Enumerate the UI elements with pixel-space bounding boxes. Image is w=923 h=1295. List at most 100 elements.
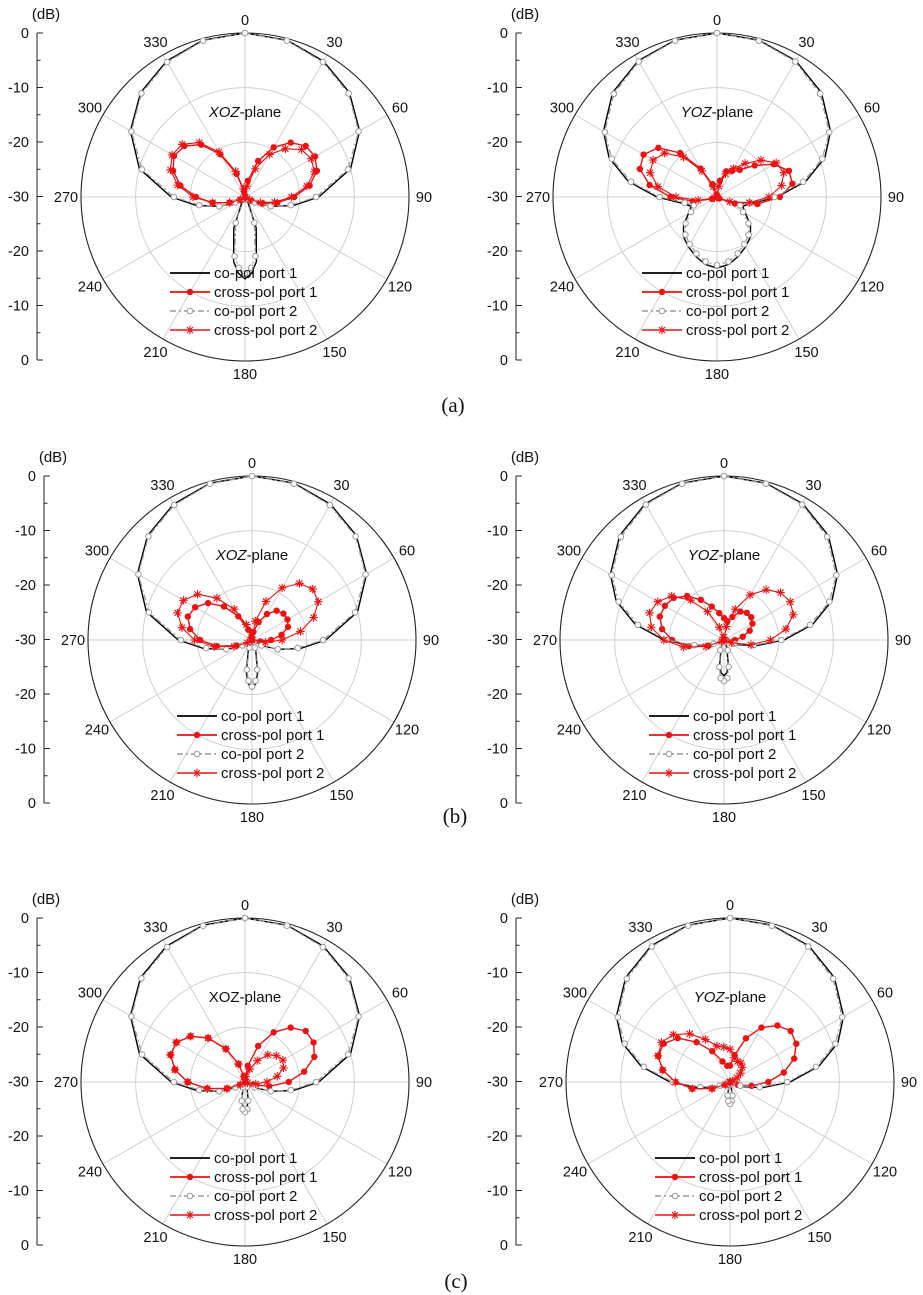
radial-tick-label: -20 — [487, 687, 508, 703]
data-point — [243, 1078, 252, 1088]
data-point — [238, 1097, 245, 1105]
legend-label: cross-pol port 2 — [214, 322, 317, 339]
data-point — [163, 943, 171, 951]
polar-chart-4: 0 30 60 90 120 150 180 210 240 270 300 330 0 -10 -20 -3… — [487, 449, 911, 826]
data-point — [693, 1039, 700, 1046]
polar-chart-5: 0 30 60 90 120 150 180 210 240 270 300 330 0 -10 -20 -3… — [8, 891, 432, 1268]
data-point — [778, 636, 785, 644]
data-point — [806, 621, 814, 629]
data-point — [701, 1035, 710, 1044]
data-point — [713, 29, 721, 37]
data-point — [244, 177, 251, 184]
angle-tick-label: 180 — [233, 367, 257, 383]
data-point — [636, 165, 644, 173]
grid-spoke — [162, 196, 246, 340]
data-point — [128, 1013, 135, 1020]
data-point — [236, 1080, 245, 1089]
data-point — [793, 1040, 800, 1047]
data-point — [708, 603, 715, 610]
series-cross-pol-port-2 — [653, 1029, 747, 1093]
radial-tick-label: -10 — [487, 742, 508, 758]
data-point — [186, 1032, 195, 1041]
data-point — [287, 139, 294, 146]
data-point — [653, 1051, 663, 1061]
data-point — [280, 610, 287, 617]
data-point — [265, 150, 274, 159]
data-point — [724, 618, 731, 625]
data-point — [647, 622, 656, 632]
data-point — [177, 636, 185, 644]
plane-label-axis: YOZ — [694, 989, 726, 1006]
data-point — [251, 616, 260, 626]
data-point — [627, 178, 635, 186]
angle-tick-label: 240 — [557, 723, 581, 739]
data-point — [177, 140, 187, 149]
polar-chart-2: 0 30 60 90 120 150 180 210 240 270 300 330 0 -10 -20 -3… — [487, 6, 904, 383]
data-point — [247, 264, 255, 272]
data-point — [703, 607, 712, 616]
radial-tick-label: -10 — [8, 81, 29, 97]
radial-tick-label: -20 — [487, 244, 508, 260]
data-point — [212, 593, 222, 603]
angle-tick-label: 90 — [901, 1075, 917, 1091]
series-cross-pol-port-2 — [646, 148, 788, 207]
data-point — [640, 1063, 648, 1071]
plane-label-suffix: -plane — [240, 104, 282, 121]
polar-chart-3: 0 30 60 90 120 150 180 210 240 270 300 330 0 -10 -20 -3… — [15, 449, 439, 826]
data-point — [223, 646, 230, 653]
data-point — [255, 618, 262, 626]
plane-label-axis: YOZ — [681, 104, 713, 121]
grid-spoke — [109, 557, 253, 641]
grid-spoke — [634, 196, 718, 340]
grid-spoke — [723, 639, 867, 723]
data-point — [314, 597, 323, 606]
data-point — [648, 943, 656, 950]
data-point — [172, 1038, 181, 1047]
radial-tick-label: -30 — [8, 1075, 29, 1091]
data-point — [688, 1084, 697, 1093]
angle-tick-label: 60 — [864, 101, 880, 117]
grid-spoke — [244, 1081, 328, 1225]
data-point — [656, 193, 663, 201]
data-point — [251, 1079, 260, 1089]
data-point — [730, 1053, 739, 1062]
angle-tick-label: 0 — [248, 456, 256, 472]
grid-spoke — [729, 999, 873, 1083]
data-point — [308, 584, 317, 594]
angle-tick-label: 210 — [143, 345, 167, 361]
data-point — [290, 480, 298, 488]
legend-label: cross-pol port 1 — [214, 1169, 317, 1186]
data-point — [789, 180, 796, 187]
unit-label: (dB) — [511, 6, 539, 23]
data-point — [726, 914, 734, 922]
data-point — [832, 571, 840, 579]
angle-tick-label: 300 — [78, 986, 102, 1002]
radial-tick-label: -20 — [15, 687, 36, 703]
data-point — [737, 608, 744, 615]
data-point — [135, 571, 142, 578]
plane-label-suffix: -plane — [247, 547, 289, 564]
data-point — [715, 622, 724, 632]
radial-tick-label: -20 — [8, 135, 29, 151]
angle-tick-label: 120 — [873, 1165, 897, 1181]
legend-marker — [193, 750, 201, 758]
radial-tick-label: 0 — [500, 796, 508, 812]
unit-label: (dB) — [511, 891, 539, 908]
data-point — [764, 192, 774, 202]
series-line — [129, 32, 361, 280]
data-point — [239, 1105, 246, 1113]
data-point — [254, 1042, 262, 1050]
angle-tick-label: 210 — [615, 345, 639, 361]
data-point — [230, 605, 239, 614]
panel-caption-b: (b) — [443, 804, 468, 828]
data-point — [242, 620, 251, 629]
legend-label: cross-pol port 2 — [686, 322, 789, 339]
data-point — [725, 663, 733, 671]
angle-tick-label: 240 — [78, 280, 102, 296]
angle-tick-label: 210 — [622, 788, 646, 804]
data-point — [653, 182, 662, 191]
data-point — [660, 148, 669, 158]
radial-tick-label: -10 — [487, 524, 508, 540]
data-point — [736, 1069, 745, 1078]
data-point — [278, 631, 285, 638]
